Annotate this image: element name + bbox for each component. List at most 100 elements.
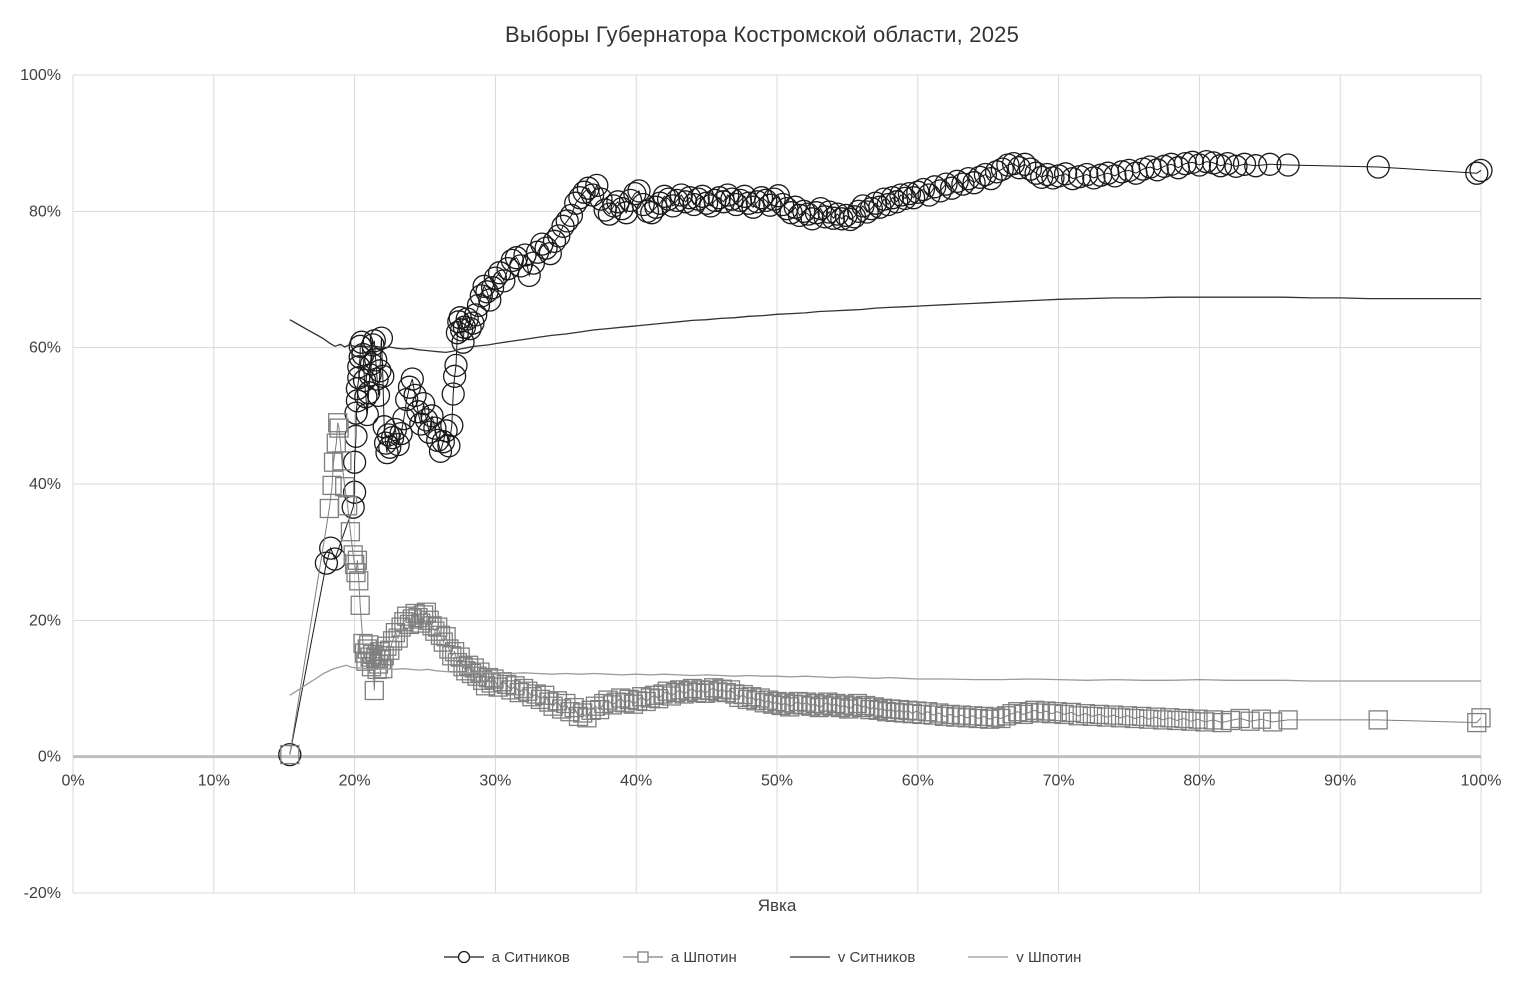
data-point-square — [1174, 708, 1194, 729]
data-point-circle — [1215, 151, 1240, 176]
data-point-circle — [278, 742, 302, 767]
data-point-circle — [880, 186, 905, 210]
legend-item-v-sitnikov: v Ситников — [789, 948, 915, 966]
legend-label: а Шпотин — [670, 948, 737, 966]
data-point-square — [1075, 704, 1096, 724]
data-point-circle — [492, 269, 516, 293]
data-point-circle — [1173, 151, 1197, 176]
data-point-square — [912, 704, 932, 725]
data-point-circle — [442, 364, 467, 388]
data-point-square — [1068, 706, 1088, 726]
data-point-circle — [1276, 153, 1300, 177]
data-point-square — [991, 708, 1011, 729]
data-point-square — [349, 571, 369, 591]
data-point-circle — [319, 536, 343, 560]
series-a-sitnikov — [278, 149, 1493, 767]
data-point-circle — [951, 172, 975, 196]
legend-item-a-shpotin: а Шпотин — [622, 948, 737, 966]
data-point-square — [1467, 712, 1487, 733]
data-point-circle — [364, 348, 388, 372]
data-point-square — [1368, 710, 1388, 730]
x-tick-label: 20% — [339, 773, 371, 790]
series-v-sitnikov — [289, 296, 1481, 354]
data-point-circle — [386, 432, 410, 457]
data-point-circle — [358, 363, 382, 387]
data-point-square — [974, 706, 994, 727]
data-point-square — [1132, 706, 1152, 727]
data-point-square — [340, 522, 361, 542]
data-point-circle — [640, 201, 664, 225]
data-point-square — [957, 708, 977, 728]
data-point-circle — [716, 183, 740, 207]
data-point-square — [1008, 702, 1028, 722]
data-point-square — [370, 642, 390, 662]
data-point-square — [951, 705, 972, 725]
data-point-circle — [1030, 165, 1054, 189]
x-tick-label: 80% — [1183, 773, 1215, 790]
data-point-circle — [990, 157, 1014, 181]
y-tick-label: 60% — [29, 340, 61, 357]
data-point-circle — [464, 303, 488, 327]
data-point-circle — [973, 162, 998, 187]
series-a-shpotin — [280, 413, 1491, 765]
data-point-circle — [530, 232, 554, 256]
data-point-square — [902, 704, 922, 724]
y-tick-label: 20% — [29, 612, 61, 629]
data-point-square — [918, 702, 938, 722]
data-point-square — [1002, 704, 1022, 724]
data-point-circle — [1258, 152, 1282, 176]
data-point-circle — [357, 381, 381, 405]
data-point-circle — [889, 183, 913, 207]
data-point-circle — [434, 419, 458, 443]
data-point-square — [996, 706, 1017, 726]
data-point-circle — [440, 413, 464, 438]
data-point-circle — [406, 400, 430, 424]
data-point-circle — [368, 359, 392, 383]
data-point-square — [350, 595, 370, 615]
data-point-circle — [451, 330, 475, 354]
data-point-circle — [449, 318, 474, 342]
data-point-circle — [1007, 156, 1031, 180]
y-tick-labels: -20% 0% 20% 40% 60% 80% 100% — [20, 67, 61, 902]
data-point-circle — [694, 191, 719, 215]
data-point-circle — [911, 177, 936, 202]
data-point-circle — [568, 186, 592, 210]
data-point-circle — [1001, 151, 1026, 176]
data-point-square — [344, 554, 365, 575]
data-point-square — [346, 562, 366, 583]
legend-line-swatch — [789, 956, 830, 958]
data-point-square — [1471, 708, 1491, 728]
data-point-square — [347, 550, 368, 570]
data-point-circle — [400, 367, 424, 391]
data-point-circle — [441, 382, 465, 406]
series-v-shpotin — [289, 664, 1481, 696]
data-point-square — [1030, 703, 1050, 723]
data-point-square — [332, 451, 352, 471]
data-point-circle — [770, 192, 795, 217]
data-point-circle — [699, 194, 723, 218]
data-point-square — [1160, 708, 1180, 728]
y-tick-label: 100% — [20, 67, 61, 84]
data-point-circle — [480, 276, 505, 300]
data-point-circle — [466, 293, 491, 318]
data-point-circle — [1187, 153, 1212, 177]
data-point-circle — [745, 190, 769, 214]
data-point-circle — [934, 172, 958, 196]
data-point-circle — [403, 383, 427, 408]
data-point-square — [1220, 710, 1241, 731]
legend-label: а Ситников — [491, 948, 570, 966]
data-point-square — [1230, 708, 1250, 729]
data-point-square — [1262, 712, 1283, 732]
data-point-circle — [589, 187, 613, 211]
data-point-circle — [614, 201, 638, 225]
data-point-square — [1117, 706, 1138, 726]
data-point-circle — [678, 186, 702, 210]
data-point-circle — [342, 480, 367, 504]
data-point-circle — [669, 183, 693, 207]
y-tick-label: -20% — [24, 885, 61, 902]
data-point-circle — [411, 391, 436, 416]
data-point-circle — [602, 194, 626, 218]
data-point-circle — [762, 187, 786, 211]
data-point-square — [968, 708, 988, 729]
